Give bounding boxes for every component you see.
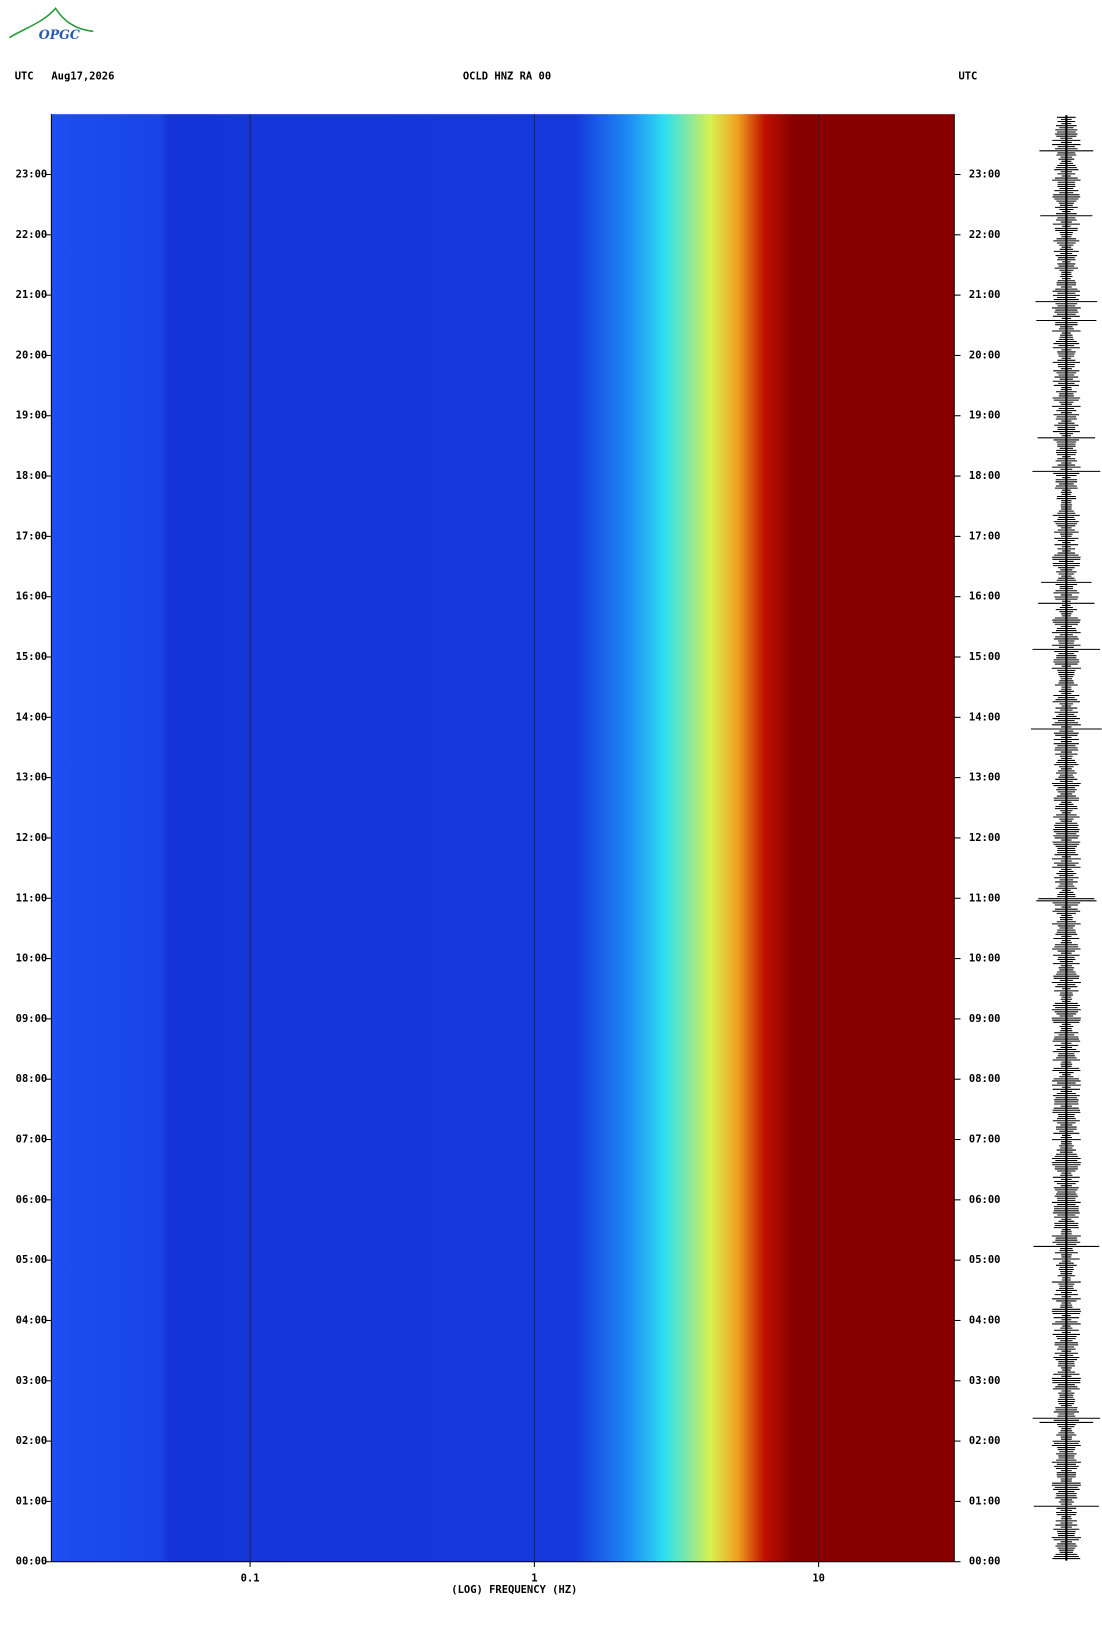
y-tick-label: 23:00 [969, 168, 1001, 180]
y-tick-label: 19:00 [16, 410, 48, 422]
y-tick-label: 23:00 [16, 168, 48, 180]
y-tick-label: 09:00 [16, 1013, 48, 1025]
logo-swoosh [9, 7, 94, 39]
chart-title: OCLD HNZ RA 00 [463, 70, 551, 82]
y-tick-label: 14:00 [969, 711, 1001, 723]
y-tick-label: 03:00 [969, 1375, 1001, 1387]
y-tick-label: 11:00 [16, 892, 48, 904]
y-tick-label: 16:00 [16, 591, 48, 603]
y-tick-label: 16:00 [969, 591, 1001, 603]
y-tick-label: 22:00 [969, 229, 1001, 241]
y-tick-label: 18:00 [969, 470, 1001, 482]
y-tick-label: 01:00 [969, 1495, 1001, 1507]
y-tick-label: 05:00 [969, 1254, 1001, 1266]
y-tick-label: 04:00 [16, 1314, 48, 1326]
y-tick-label: 10:00 [16, 953, 48, 965]
y-tick-label: 22:00 [16, 229, 48, 241]
y-tick-label: 09:00 [969, 1013, 1001, 1025]
y-tick-label: 17:00 [16, 530, 48, 542]
y-tick-label: 01:00 [16, 1495, 48, 1507]
y-tick-label: 13:00 [969, 772, 1001, 784]
y-tick-label: 06:00 [969, 1194, 1001, 1206]
date: Aug17,2026 [51, 70, 114, 82]
y-tick-label: 12:00 [969, 832, 1001, 844]
y-tick-label: 10:00 [969, 953, 1001, 965]
y-tick-label: 06:00 [16, 1194, 48, 1206]
y-tick-label: 14:00 [16, 711, 48, 723]
y-tick-label: 17:00 [969, 530, 1001, 542]
y-tick-label: 02:00 [16, 1435, 48, 1447]
y-tick-label: 15:00 [969, 651, 1001, 663]
y-tick-label: 21:00 [969, 289, 1001, 301]
y-tick-label: 15:00 [16, 651, 48, 663]
y-tick-label: 13:00 [16, 772, 48, 784]
spectrogram-image [51, 114, 955, 1562]
x-tick-label: 1 [531, 1572, 537, 1584]
y-tick-label: 12:00 [16, 832, 48, 844]
y-tick-label: 08:00 [969, 1073, 1001, 1085]
y-tick-label: 04:00 [969, 1314, 1001, 1326]
y-tick-label: 11:00 [969, 892, 1001, 904]
right-label: UTC [958, 70, 977, 82]
logo: OPGC [39, 27, 80, 42]
x-axis-label: (LOG) FREQUENCY (HZ) [451, 1584, 577, 1596]
y-tick-label: 00:00 [969, 1556, 1001, 1568]
y-tick-label: 02:00 [969, 1435, 1001, 1447]
seismogram [1030, 115, 1102, 1561]
y-tick-label: 20:00 [969, 349, 1001, 361]
y-tick-label: 20:00 [16, 349, 48, 361]
y-tick-label: 03:00 [16, 1375, 48, 1387]
y-tick-label: 07:00 [969, 1134, 1001, 1146]
y-tick-label: 05:00 [16, 1254, 48, 1266]
x-tick-label: 10 [812, 1572, 825, 1584]
y-tick-label: 19:00 [969, 410, 1001, 422]
y-tick-label: 07:00 [16, 1134, 48, 1146]
time-zone: UTC [15, 70, 34, 82]
x-tick-label: 0.1 [241, 1572, 260, 1584]
y-tick-label: 00:00 [16, 1556, 48, 1568]
y-tick-label: 18:00 [16, 470, 48, 482]
y-tick-label: 08:00 [16, 1073, 48, 1085]
y-tick-label: 21:00 [16, 289, 48, 301]
